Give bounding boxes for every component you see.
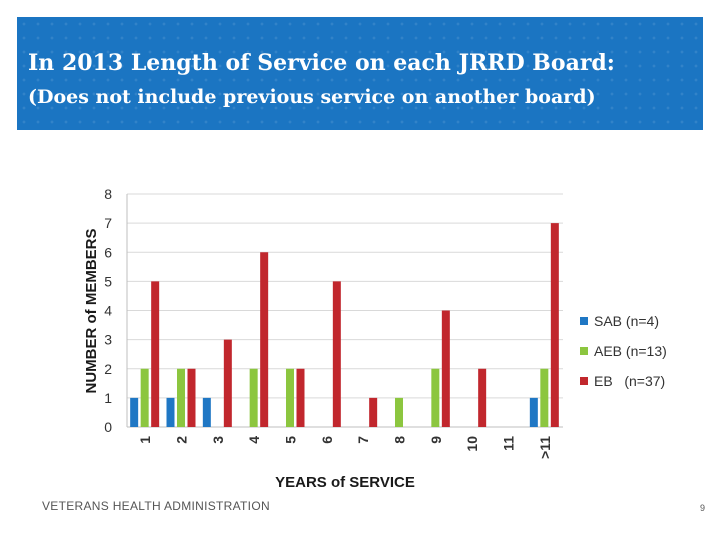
x-tick-label: 1 — [137, 436, 153, 444]
legend-label: SAB (n=4) — [594, 313, 659, 329]
y-axis-title: NUMBER of MEMBERS — [83, 229, 100, 394]
title-banner — [17, 17, 703, 130]
x-tick-label: 7 — [355, 436, 371, 444]
bar — [177, 368, 185, 427]
legend-item: SAB (n=4) — [580, 306, 667, 336]
chart-legend: SAB (n=4) AEB (n=13) EB (n=37) — [580, 306, 667, 396]
x-tick-label: 8 — [392, 436, 408, 444]
bar — [166, 397, 175, 427]
y-tick-label: 2 — [104, 361, 112, 377]
x-tick-label: 3 — [210, 436, 226, 444]
legend-swatch — [580, 317, 588, 325]
bar — [249, 368, 258, 427]
y-tick-label: 6 — [104, 244, 112, 260]
bar — [369, 397, 378, 427]
footer-organization: VETERANS HEALTH ADMINISTRATION — [42, 499, 270, 513]
bar — [140, 368, 149, 427]
y-tick-label: 1 — [104, 390, 112, 406]
x-tick-label: 11 — [501, 436, 517, 451]
x-tick-label: 6 — [319, 436, 335, 444]
bar — [202, 397, 211, 427]
bar — [130, 397, 139, 427]
legend-swatch — [580, 377, 588, 385]
slide-title: In 2013 Length of Service on each JRRD B… — [28, 50, 615, 76]
bar — [478, 368, 487, 427]
bar — [223, 339, 232, 427]
x-tick-label: 5 — [283, 436, 299, 444]
bar — [529, 397, 538, 427]
y-tick-label: 3 — [104, 332, 112, 348]
legend-label: EB (n=37) — [594, 373, 666, 389]
x-tick-label: 9 — [428, 436, 444, 444]
y-tick-label: 0 — [104, 419, 112, 435]
bar — [286, 368, 294, 427]
x-tick-label: 10 — [464, 436, 480, 452]
bar — [332, 281, 341, 427]
bar — [550, 223, 559, 427]
x-tick-label: 4 — [246, 436, 262, 444]
bar — [395, 397, 403, 427]
legend-item: AEB (n=13) — [580, 336, 667, 366]
slide-subtitle: (Does not include previous service on an… — [28, 86, 596, 108]
x-tick-label: 2 — [174, 436, 190, 444]
y-tick-label: 7 — [104, 215, 112, 231]
x-axis-title: YEARS of SERVICE — [275, 474, 415, 491]
y-tick-label: 4 — [104, 303, 112, 319]
bar — [441, 310, 450, 427]
legend-swatch — [580, 347, 588, 355]
y-tick-label: 8 — [104, 186, 112, 202]
x-tick-label: >11 — [537, 436, 553, 459]
bar — [431, 368, 440, 427]
bar — [296, 368, 305, 427]
bar — [260, 252, 269, 427]
legend-label: AEB (n=13) — [594, 343, 667, 359]
page-number: 9 — [700, 503, 706, 513]
legend-item: EB (n=37) — [580, 366, 667, 396]
bar — [540, 368, 549, 427]
bar — [151, 281, 160, 427]
y-tick-label: 5 — [104, 273, 112, 289]
bar — [187, 368, 196, 427]
